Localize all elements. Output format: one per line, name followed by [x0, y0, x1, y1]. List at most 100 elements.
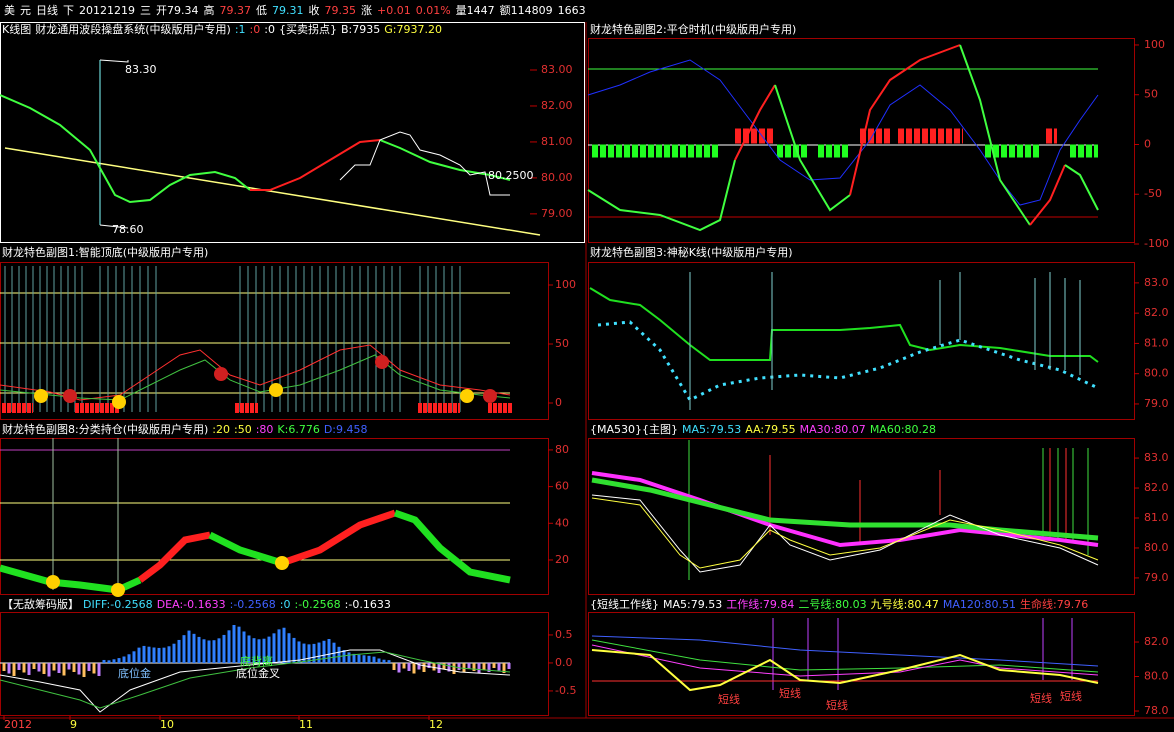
y-tick-label: 82.0 [1144, 635, 1169, 648]
quote-item: 日线 [36, 4, 58, 17]
x-tick-label: 2012 [4, 718, 32, 731]
x-tick-label: 9 [70, 718, 77, 731]
quote-item: 美 [4, 4, 15, 17]
work-lines [591, 618, 1099, 692]
quote-item: +0.01 [377, 4, 411, 17]
y-tick-label: 80.0 [1144, 670, 1169, 683]
quote-item: 高 [203, 4, 215, 17]
mystery-k-lines [589, 272, 1099, 410]
y-tick-label: 100 [1144, 38, 1165, 51]
title-item: :-0.1633 [344, 598, 391, 611]
title-item: MA5:79.53 [682, 423, 742, 436]
frame [0, 438, 549, 595]
x-tick-label: 10 [160, 718, 174, 731]
y-tick-label: 0 [555, 396, 562, 409]
title-item: 财龙特色副图3:神秘K线(中级版用户专用) [590, 246, 793, 259]
title-item: :0 [249, 23, 261, 36]
title-item: :0 [264, 23, 275, 36]
title-item: 工作线:79.84 [726, 598, 795, 611]
quote-item: 1663 [557, 4, 586, 17]
quote-item: 元 [20, 4, 31, 17]
main-chart-lines [0, 59, 541, 236]
title-item: MA30:80.07 [799, 423, 866, 436]
annotation: 短线 [1030, 691, 1052, 705]
ma-lines [591, 440, 1099, 580]
title-item: AA:79.55 [745, 423, 796, 436]
title-item: 生命线:79.76 [1020, 598, 1089, 611]
y-tick-label: 80.00 [541, 171, 573, 184]
quote-item: 开79.34 [156, 4, 199, 17]
quote-item: 量1447 [455, 4, 495, 17]
title-item: :1 [234, 23, 246, 36]
quote-item: 下 [63, 4, 74, 17]
title-item: 财龙通用波段操盘系统(中级版用户专用) [35, 23, 231, 36]
title-item: 财龙特色副图8:分类持仓(中级版用户专用) [2, 423, 209, 436]
x-tick-label: 12 [429, 718, 443, 731]
title-item: 财龙特色副图1:智能顶底(中级版用户专用) [2, 246, 209, 259]
frame [588, 612, 1135, 716]
title-item: :-0.2568 [294, 598, 341, 611]
frame [588, 438, 1135, 595]
y-tick-label: 0.5 [555, 628, 573, 641]
main-frame [0, 22, 585, 243]
quote-item: 79.37 [219, 4, 252, 17]
quote-item: 涨 [361, 4, 372, 17]
title-item: K:6.776 [277, 423, 320, 436]
quote-item: 收 [308, 4, 320, 17]
title-item: MA120:80.51 [942, 598, 1017, 611]
y-tick-label: -100 [1144, 237, 1169, 250]
annotation: 短线 [1060, 689, 1082, 703]
y-tick-label: 80 [555, 443, 569, 456]
y-tick-label: 79.00 [541, 207, 573, 220]
y-tick-label: -0.5 [555, 684, 576, 697]
quote-item: 0.01% [415, 4, 451, 17]
title-item: 二号线:80.03 [798, 598, 867, 611]
y-tick-label: 83.0 [1144, 451, 1169, 464]
frame [588, 262, 1135, 420]
position-lines [0, 438, 511, 597]
quote-bar: 美元日线下 20121219 三开79.34 高 79.37 低 79.31 收 79.35 涨 +… [4, 3, 591, 19]
title-item: 财龙特色副图2:平仓时机(中级版用户专用) [590, 23, 797, 36]
annotation: 78.60 [112, 223, 144, 236]
title-item: :-0.2568 [229, 598, 276, 611]
title-item: {短线工作线} [590, 598, 659, 611]
title-item: 【无敌筹码版】 [2, 598, 79, 611]
frame [588, 38, 1135, 243]
annotation: 83.30 [125, 63, 157, 76]
annotation: 短线 [779, 686, 801, 700]
title-item: B:7935 [340, 23, 381, 36]
panel-title: 财龙特色副图2:平仓时机(中级版用户专用) [590, 22, 800, 38]
y-tick-label: 50 [1144, 88, 1158, 101]
annotation: 底背离 [240, 654, 273, 668]
panel-title: {MA530}{主图} MA5:79.53 AA:79.55 MA30:80.07 MA… [590, 422, 940, 438]
title-item: MA5:79.53 [663, 598, 723, 611]
annotation: 短线 [826, 698, 848, 712]
y-tick-label: 81.0 [1144, 511, 1169, 524]
quote-item: 额114809 [499, 4, 553, 17]
title-item: :50 [234, 423, 252, 436]
y-tick-label: 79.0 [1144, 397, 1169, 410]
quote-item: 79.35 [324, 4, 357, 17]
y-tick-label: 40 [555, 516, 569, 529]
title-item: DIFF:-0.2568 [83, 598, 153, 611]
y-tick-label: 20 [555, 553, 569, 566]
y-tick-label: 81.0 [1144, 336, 1169, 349]
panel-title: K线图 财龙通用波段操盘系统(中级版用户专用):1:0:0 {买卖拐点} B:7935… [2, 22, 446, 38]
annotation: 底位金叉 [236, 666, 280, 680]
frame [0, 262, 549, 420]
annotation: 底位金 [118, 666, 151, 680]
y-tick-label: 83.00 [541, 63, 573, 76]
y-tick-label: 82.00 [541, 99, 573, 112]
title-item: 九号线:80.47 [870, 598, 939, 611]
panel-title: 【无敌筹码版】 DIFF:-0.2568 DEA:-0.1633:-0.2568:0… [2, 597, 395, 613]
macd-lines [0, 624, 511, 713]
panel-title: 财龙特色副图3:神秘K线(中级版用户专用) [590, 245, 797, 261]
y-tick-label: 78.0 [1144, 704, 1169, 717]
title-item: D:9.458 [323, 423, 368, 436]
y-tick-label: -50 [1144, 187, 1162, 200]
panel-title: {短线工作线} MA5:79.53 工作线:79.84 二号线:80.03 九号线:80… [590, 597, 1092, 613]
y-tick-label: 81.00 [541, 135, 573, 148]
y-tick-label: 79.0 [1144, 571, 1169, 584]
title-item: :80 [255, 423, 274, 436]
